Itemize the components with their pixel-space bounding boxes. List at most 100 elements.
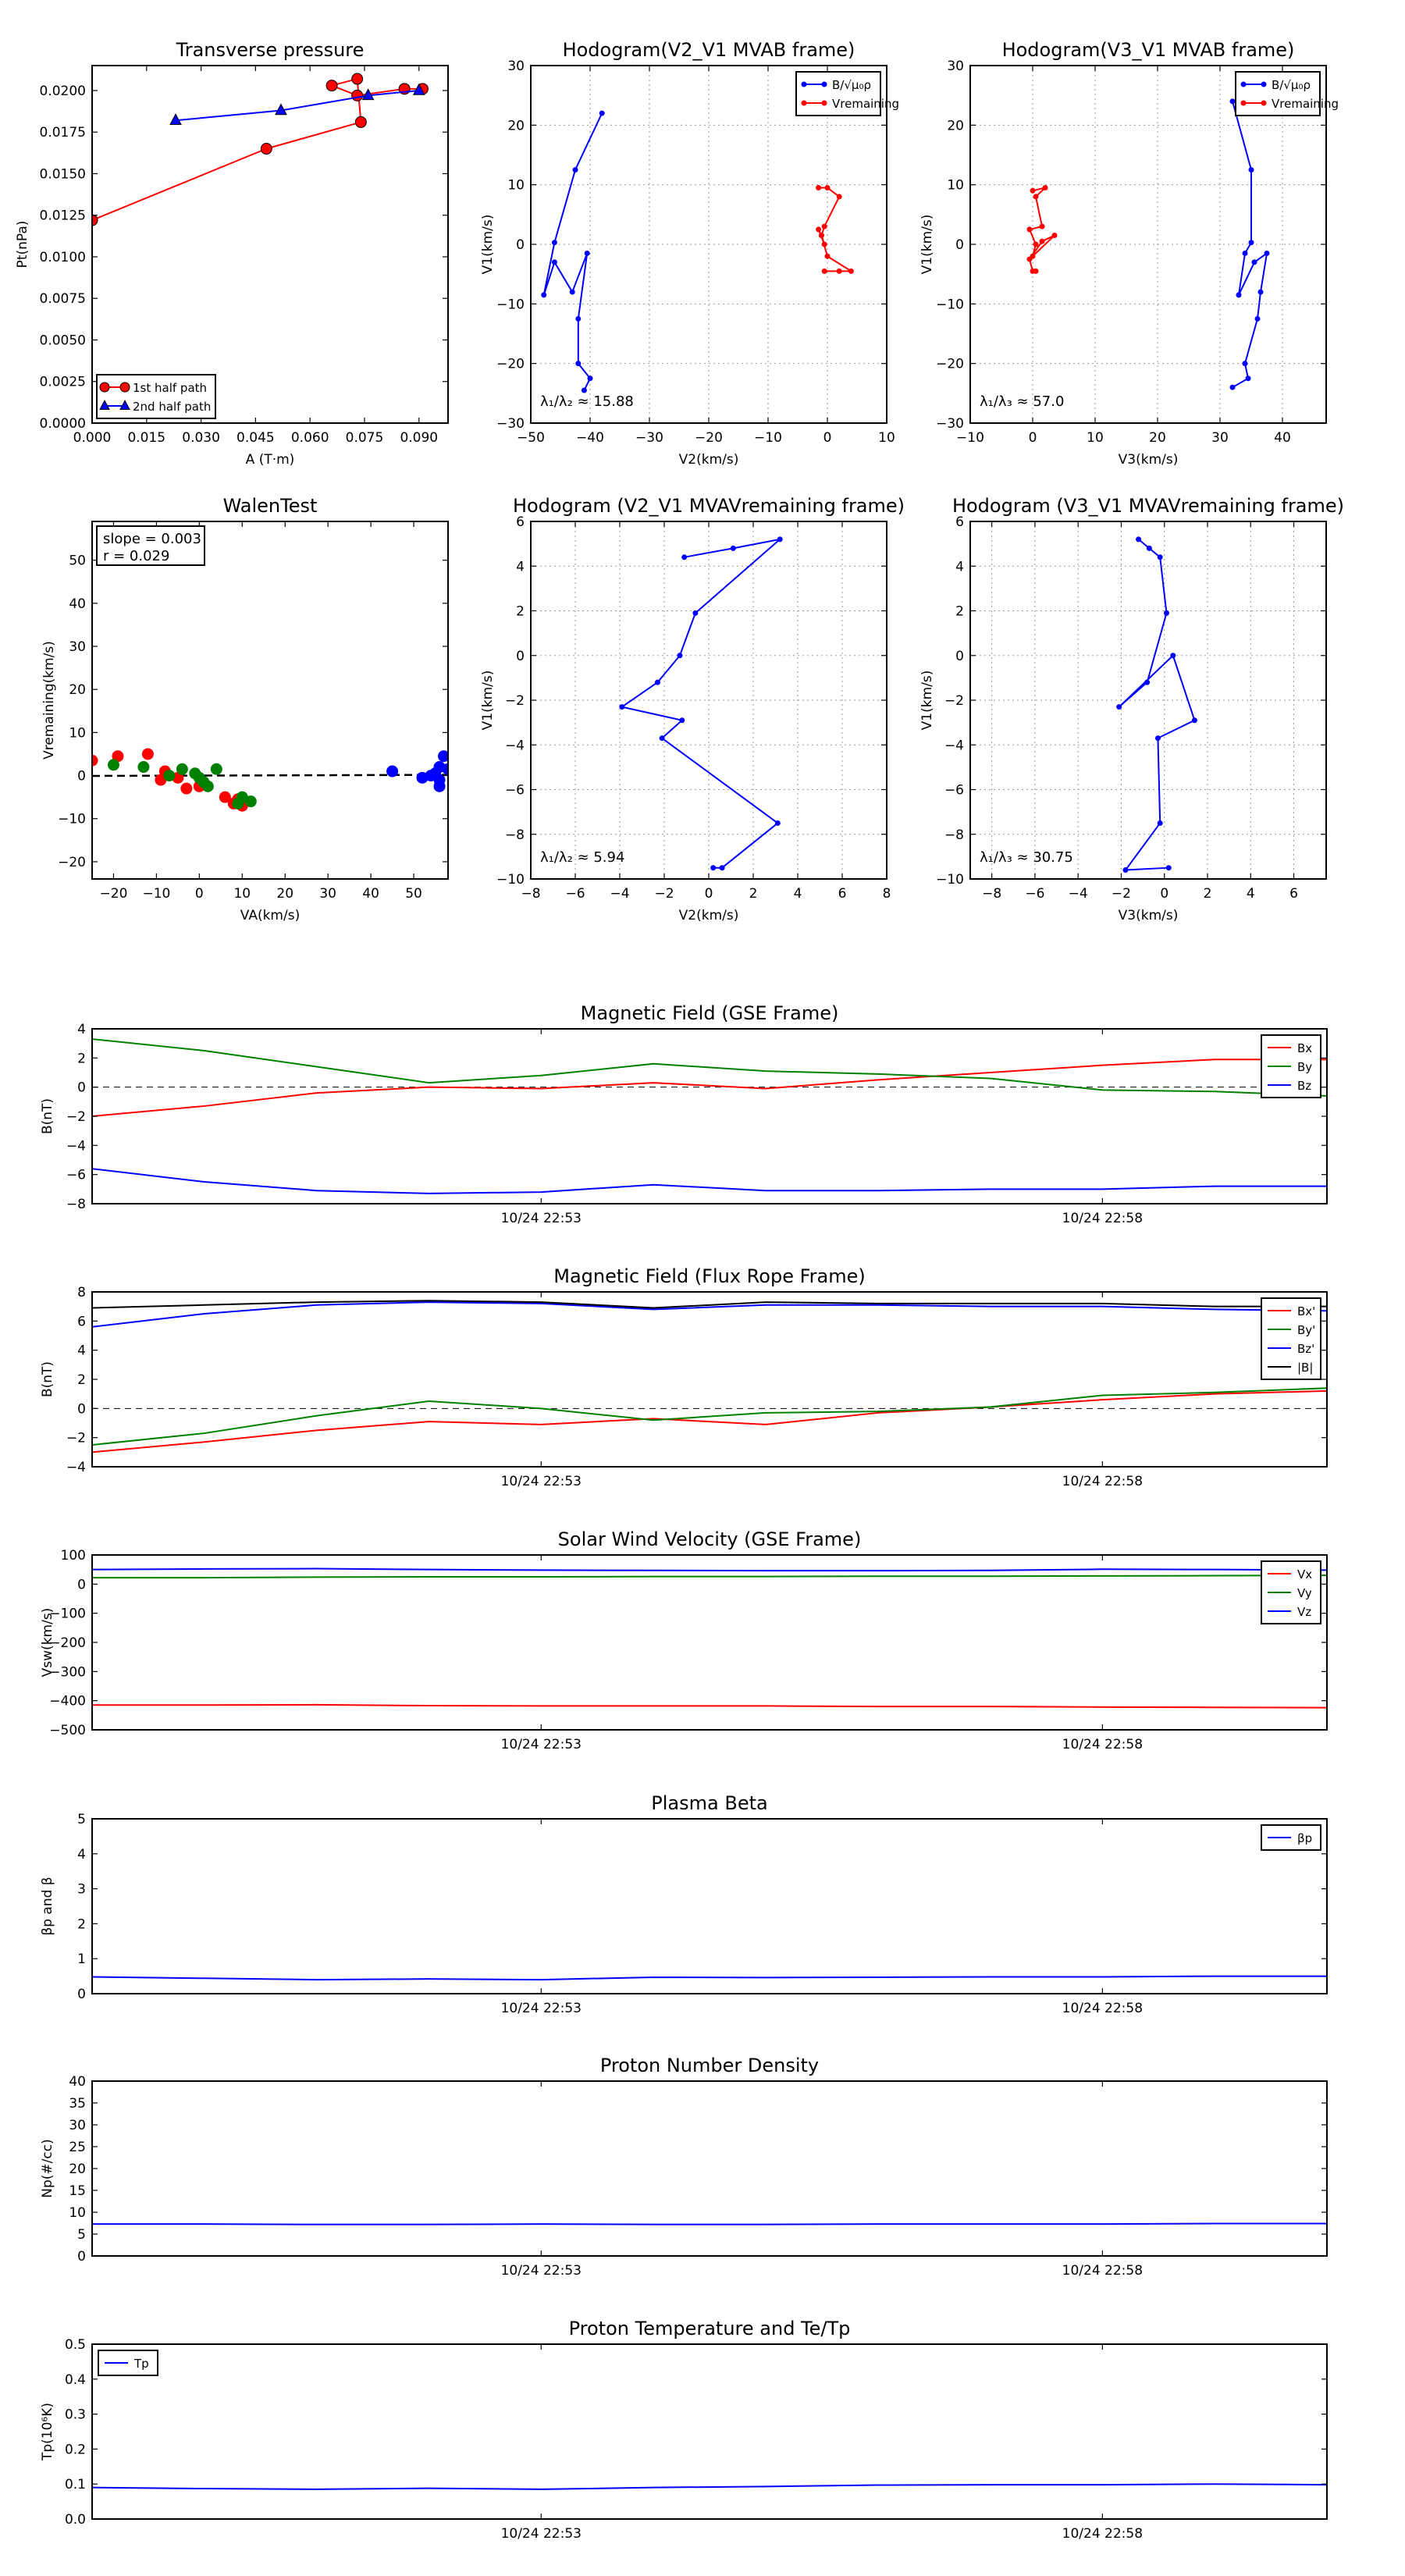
fit-line [92, 774, 448, 777]
data-point [848, 268, 854, 274]
legend-box [1235, 71, 1321, 116]
data-point [575, 361, 582, 367]
y-tick-label: −20 [58, 855, 86, 870]
data-point [730, 545, 736, 551]
y-tick-label: −4 [944, 738, 964, 753]
y-axis-label: Vremaining(km/s) [41, 641, 57, 760]
y-tick-label: −300 [49, 1664, 86, 1680]
eigen-ratio-label: λ₁/λ₃ ≈ 30.75 [980, 849, 1073, 866]
data-point [1154, 735, 1161, 742]
x-tick-label: 10 [878, 430, 895, 446]
y-tick-label: −8 [505, 827, 525, 843]
eigen-ratio-label: λ₁/λ₂ ≈ 5.94 [540, 849, 624, 866]
data-point [821, 223, 827, 229]
data-point [275, 103, 287, 116]
data-point [1191, 717, 1197, 724]
y-tick-label: 0.0175 [40, 125, 86, 141]
y-tick-label: −4 [66, 1460, 86, 1475]
data-point [1229, 384, 1236, 390]
data-point [551, 240, 557, 246]
x-tick-label: 10/24 22:58 [1062, 1474, 1143, 1489]
data-point [1236, 292, 1242, 298]
y-tick-label: 15 [69, 2183, 86, 2199]
y-tick-label: 10 [507, 178, 525, 194]
y-tick-label: 10 [69, 725, 86, 741]
legend-label: By' [1297, 1323, 1315, 1337]
x-tick-label: 4 [794, 886, 802, 902]
x-axis-label: VA(km/s) [240, 908, 300, 923]
data-point [210, 763, 222, 775]
legend-label: βp [1297, 1831, 1312, 1845]
x-axis-label: V2(km/s) [679, 908, 739, 923]
data-point [169, 113, 182, 126]
data-point [1157, 820, 1163, 826]
x-tick-label: −40 [576, 430, 604, 446]
data-point [361, 88, 375, 101]
data-point [836, 268, 842, 274]
x-tick-label: 0.045 [237, 430, 275, 446]
y-tick-label: 2 [955, 604, 964, 620]
data-point [824, 253, 831, 259]
legend-marker [119, 400, 130, 410]
data-area [92, 2483, 1327, 2490]
eigen-ratio-label: λ₁/λ₃ ≈ 57.0 [980, 393, 1064, 410]
data-point [244, 795, 257, 808]
legend-label: 2nd half path [133, 400, 211, 414]
data-area [92, 748, 448, 812]
data-point [1242, 250, 1248, 256]
chart-walen-test: WalenTest −20 −10 0 10 20 30 40 50 −20 −10 0 10 20 30 4… [41, 495, 449, 923]
x-tick-label: −2 [654, 886, 674, 902]
series-line-0 [92, 2483, 1327, 2490]
series-line-1 [175, 89, 419, 122]
series-line-2 [92, 1168, 1327, 1194]
x-tick-label: 10/24 22:53 [501, 2263, 582, 2279]
y-tick-label: 0.2 [65, 2442, 86, 2457]
y-axis-label: B(nT) [40, 1098, 55, 1134]
legend: B/√μ₀ρ Vremaining [795, 71, 899, 116]
y-tick-label: 0.0100 [40, 250, 86, 265]
y-tick-label: −200 [49, 1635, 86, 1651]
y-tick-label: 2 [77, 1372, 86, 1388]
x-tick-label: −2 [1112, 886, 1131, 902]
y-axis-label: Np(#/cc) [40, 2139, 55, 2197]
y-tick-label: 0 [955, 237, 964, 253]
data-area [92, 73, 429, 226]
legend-label: |B| [1297, 1361, 1313, 1375]
chart-hodogram-v2v1-mvab: Hodogram(V2_V1 MVAB frame) −30 −20 −10 0 10 20… [480, 39, 899, 468]
y-tick-label: −10 [496, 297, 525, 312]
x-tick-label: 0 [1029, 430, 1037, 446]
y-tick-label: −400 [49, 1694, 86, 1710]
chart-title: Magnetic Field (Flux Rope Frame) [553, 1265, 865, 1287]
data-point [92, 214, 98, 226]
y-tick-label: 0 [955, 649, 964, 664]
x-tick-label: −10 [956, 430, 984, 446]
y-tick-label: −4 [66, 1138, 86, 1154]
y-tick-label: 5 [77, 1812, 86, 1827]
y-tick-label: 0.3 [65, 2407, 86, 2423]
chart-hodogram-v2v1-mvav: Hodogram (V2_V1 MVAVremaining frame)−10−… [480, 495, 905, 923]
plot-frame [91, 1028, 1328, 1204]
plot-frame [91, 2343, 1328, 2520]
plot-frame [91, 65, 449, 424]
data-point [599, 110, 605, 116]
y-tick-label: 0 [77, 1987, 86, 2002]
x-tick-label: 10 [233, 886, 251, 902]
y-tick-label: 20 [69, 682, 86, 698]
data-point [232, 797, 244, 809]
chart-title: Hodogram(V3_V1 MVAB frame) [1002, 39, 1295, 61]
plot-frame [91, 1554, 1328, 1731]
data-point [659, 735, 665, 742]
y-tick-label: 0 [77, 1401, 86, 1417]
legend: Bx' By' Bz' |B| [1261, 1297, 1321, 1380]
y-tick-label: 0.1 [65, 2477, 86, 2492]
y-tick-label: −500 [49, 1723, 86, 1738]
x-tick-label: −4 [610, 886, 629, 902]
y-tick-label: 0 [516, 649, 525, 664]
series-line-0 [92, 78, 423, 222]
data-area [92, 1038, 1327, 1194]
data-point [1026, 226, 1033, 233]
x-tick-label: 10/24 22:53 [501, 1737, 582, 1752]
y-axis-label: V1(km/s) [919, 671, 935, 731]
y-tick-label: −4 [505, 738, 525, 753]
y-tick-label: 0.0000 [40, 416, 86, 432]
